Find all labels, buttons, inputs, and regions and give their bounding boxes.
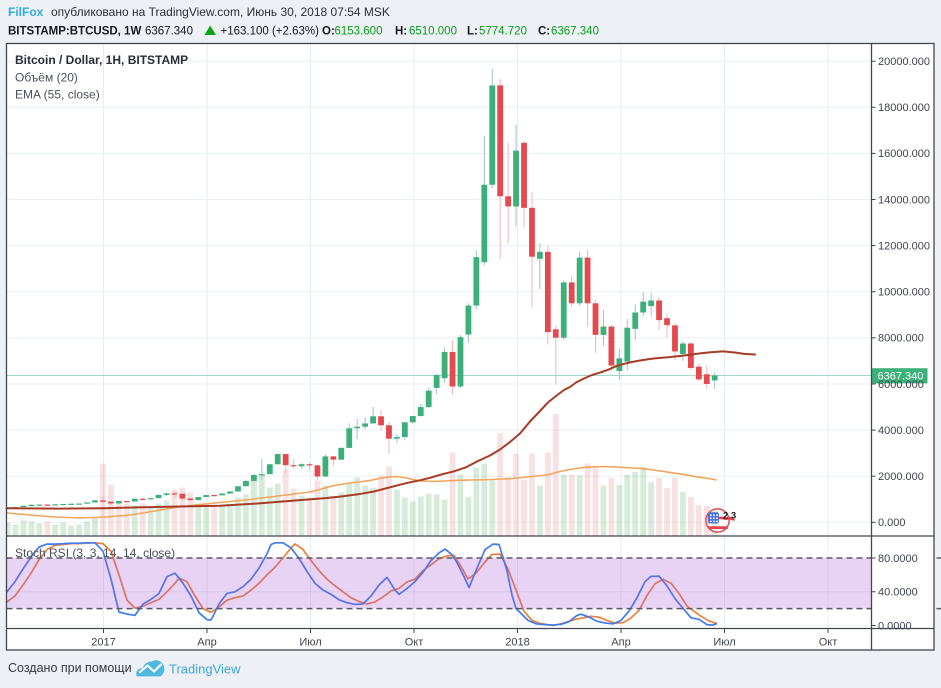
svg-text:Создано при помощи: Создано при помощи bbox=[8, 661, 132, 675]
svg-text:12000.000: 12000.000 bbox=[878, 240, 930, 252]
svg-text:Объём (20): Объём (20) bbox=[15, 71, 78, 85]
svg-text:H:: H: bbox=[395, 26, 407, 38]
svg-text:6367.340: 6367.340 bbox=[551, 26, 599, 38]
svg-text:C:: C: bbox=[538, 26, 550, 38]
svg-text:опубликовано на TradingView.co: опубликовано на TradingView.com, Июнь 30… bbox=[51, 5, 390, 19]
svg-text:10000.000: 10000.000 bbox=[878, 287, 930, 299]
svg-text:2018: 2018 bbox=[505, 637, 529, 649]
svg-text:BITSTAMP:BTCUSD, 1W: BITSTAMP:BTCUSD, 1W bbox=[8, 26, 141, 38]
svg-text:Окт: Окт bbox=[405, 637, 424, 649]
svg-text:40.0000: 40.0000 bbox=[878, 587, 918, 599]
svg-text:Апр: Апр bbox=[197, 637, 216, 649]
svg-text:18000.000: 18000.000 bbox=[878, 102, 930, 114]
svg-text:2 3: 2 3 bbox=[723, 510, 736, 521]
svg-text:5774.720: 5774.720 bbox=[479, 26, 527, 38]
svg-text:+163.100 (+2.63%): +163.100 (+2.63%) bbox=[221, 26, 320, 38]
svg-text:6000.000: 6000.000 bbox=[878, 379, 924, 391]
svg-text:8000.000: 8000.000 bbox=[878, 333, 924, 345]
svg-text:EMA (55, close): EMA (55, close) bbox=[15, 88, 100, 102]
svg-text:0.000: 0.000 bbox=[878, 517, 906, 529]
svg-text:6367.340: 6367.340 bbox=[145, 26, 193, 38]
svg-text:16000.000: 16000.000 bbox=[878, 148, 930, 160]
svg-text:Bitcoin / Dollar, 1H, BITSTAMP: Bitcoin / Dollar, 1H, BITSTAMP bbox=[15, 53, 188, 67]
svg-text:6153.600: 6153.600 bbox=[335, 26, 383, 38]
svg-text:4000.000: 4000.000 bbox=[878, 425, 924, 437]
svg-text:20000.000: 20000.000 bbox=[878, 56, 930, 68]
svg-text:Stoch RSI (3, 3, 14, 14, close: Stoch RSI (3, 3, 14, 14, close) bbox=[15, 546, 175, 560]
svg-text:O:: O: bbox=[322, 26, 335, 38]
svg-text:L:: L: bbox=[467, 26, 478, 38]
svg-text:2017: 2017 bbox=[91, 637, 115, 649]
svg-text:80.0000: 80.0000 bbox=[878, 553, 918, 565]
svg-text:Июл: Июл bbox=[713, 637, 735, 649]
svg-text:0.0000: 0.0000 bbox=[878, 620, 912, 632]
svg-text:Окт: Окт bbox=[819, 637, 838, 649]
svg-text:6367.340: 6367.340 bbox=[878, 371, 924, 383]
svg-text:2000.000: 2000.000 bbox=[878, 471, 924, 483]
svg-text:FilFox: FilFox bbox=[8, 5, 44, 19]
svg-text:14000.000: 14000.000 bbox=[878, 194, 930, 206]
svg-text:TradingView: TradingView bbox=[169, 662, 241, 677]
svg-text:Апр: Апр bbox=[611, 637, 630, 649]
svg-text:6510.000: 6510.000 bbox=[409, 26, 457, 38]
svg-text:Июл: Июл bbox=[299, 637, 321, 649]
